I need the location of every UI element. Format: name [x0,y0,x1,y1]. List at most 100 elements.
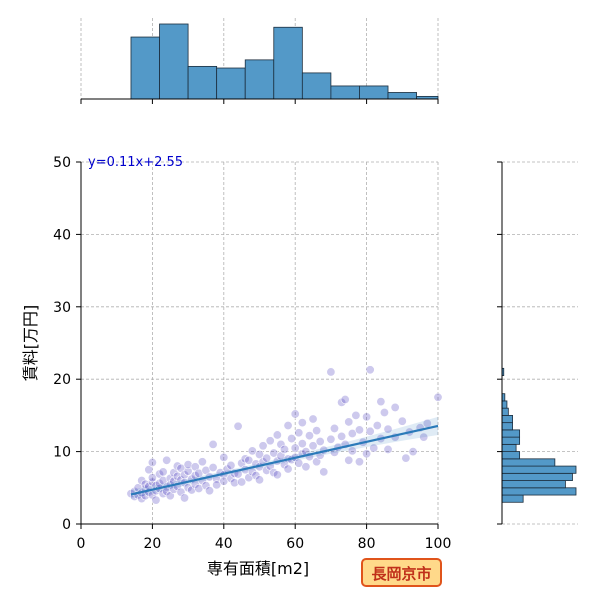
scatter-point [297,418,307,428]
scatter-point [226,460,236,470]
scatter-point [290,443,300,453]
top-hist-bar [130,36,160,100]
right-hist-bar [501,451,521,460]
scatter-point [297,439,307,449]
scatter-point [233,421,243,431]
top-histogram [80,18,439,104]
scatter-point [365,365,375,375]
x-tick-label: 80 [358,536,376,552]
top-hist-bar [359,85,389,100]
scatter-point [390,402,400,412]
scatter-point [319,467,329,477]
scatter-point [290,409,300,419]
scatter-point [397,416,407,426]
right-hist-bar [501,458,556,467]
x-tick-label: 40 [215,536,233,552]
scatter-point [294,458,304,468]
top-hist-bar [216,67,246,100]
scatter-point [180,470,190,480]
x-axis-label: 専有面積[m2] [207,559,309,578]
right-hist-bar [501,443,517,452]
scatter-point [272,430,282,440]
right-hist-bar [501,400,508,409]
scatter-point [383,424,393,434]
scatter-point [212,480,222,490]
y-tick-label: 20 [53,372,71,388]
scatter-point [258,441,268,451]
scatter-point [272,470,282,480]
scatter-point [383,444,393,454]
regression-line [130,424,439,496]
scatter-point [308,441,318,451]
right-hist-bar [501,429,521,438]
scatter-point [176,487,186,497]
scatter-point [279,444,289,454]
badge-label: 長岡京市 [371,565,431,583]
scatter-point [344,417,354,427]
y-tick-label: 0 [62,517,71,533]
scatter-point [362,412,372,422]
scatter-point [304,431,314,441]
scatter-point [172,471,182,481]
scatter-point [362,449,372,459]
y-tick-label: 50 [53,155,71,171]
scatter-point [208,463,218,473]
right-histogram [497,161,578,525]
scatter-points [126,365,443,505]
scatter-point [269,448,279,458]
scatter-point [287,434,297,444]
scatter-point [283,464,293,474]
scatter-point [230,478,240,488]
right-hist-bar [501,465,577,474]
scatter-point [337,431,347,441]
scatter-point [347,446,357,456]
scatter-point [369,443,379,453]
scatter-point [244,455,254,465]
right-hist-bar [501,480,566,489]
scatter-point [372,421,382,431]
x-tick-label: 60 [286,536,304,552]
scatter-point [344,455,354,465]
scatter-point [379,408,389,418]
scatter-point [151,495,161,505]
scatter-point [194,484,204,494]
regression-equation: y=0.11x+2.55 [88,155,183,170]
scatter-point [419,432,429,442]
regression-confidence-band [130,416,439,499]
scatter-point [183,460,193,470]
scatter-point [315,436,325,446]
top-hist-bar [387,92,417,100]
scatter-point [208,439,218,449]
right-hist-bar [501,472,573,481]
top-hist-bar [330,85,360,100]
badge-box [361,558,442,587]
scatter-point [197,457,207,467]
scatter-point [376,397,386,407]
scatter-point [347,428,357,438]
x-tick-label: 20 [143,536,161,552]
main-axes: 0 20 40 60 80 100 0 10 20 30 40 50 [53,155,451,552]
right-hist-bar [501,494,524,503]
scatter-point [308,414,318,424]
scatter-point [180,493,190,503]
scatter-point [240,454,250,464]
scatter-point [326,367,336,377]
right-hist-bar [501,422,513,431]
scatter-point [219,452,229,462]
y-tick-label: 10 [53,445,71,461]
scatter-point [205,486,215,496]
scatter-point [255,475,265,485]
scatter-point [165,473,175,483]
scatter-point [433,392,443,402]
scatter-point [326,434,336,444]
scatter-point [183,466,193,476]
scatter-point [194,468,204,478]
location-badge: 長岡京市 [361,558,442,587]
top-hist-bar [187,65,218,100]
scatter-point [329,423,339,433]
scatter-point [365,426,375,436]
scatter-point [265,436,275,446]
scatter-point [340,394,350,404]
top-hist-bar [159,23,189,100]
